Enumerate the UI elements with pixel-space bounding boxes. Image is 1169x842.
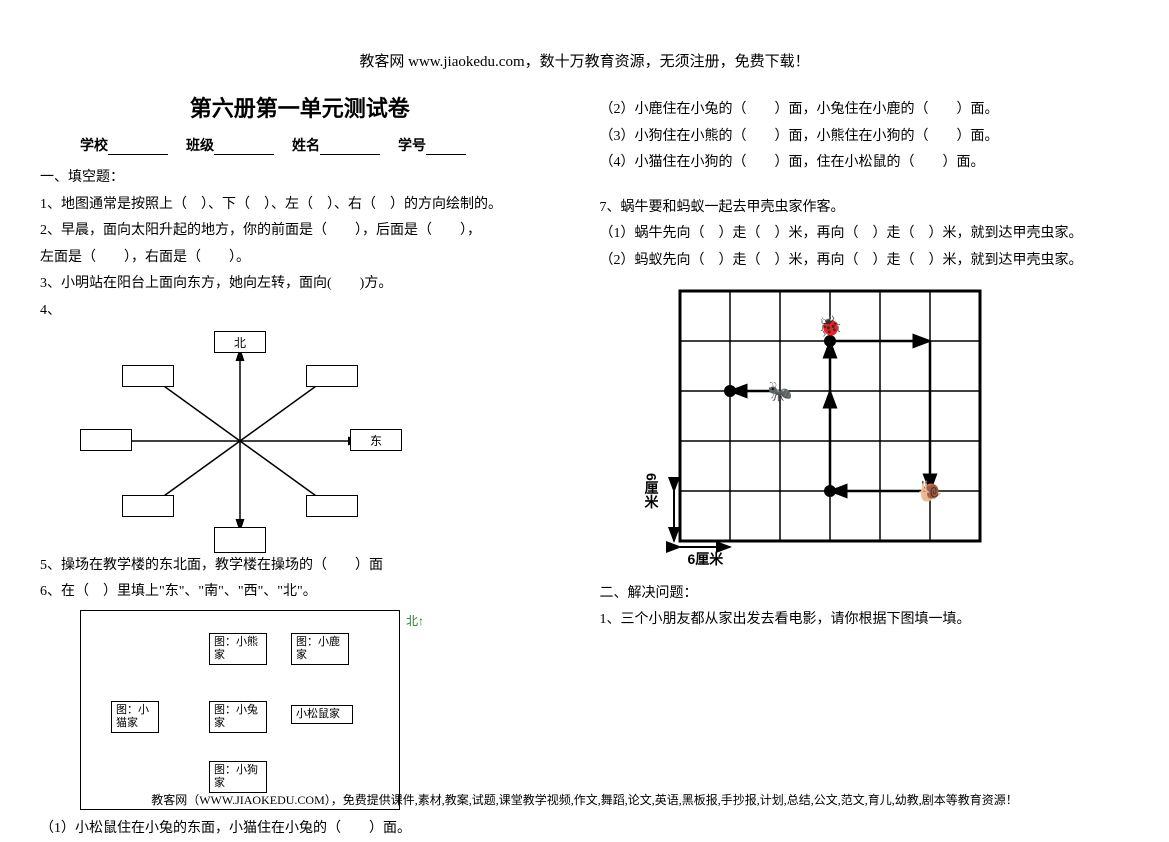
q1: 1、地图通常是按照上（ ）、下（ ）、左（ ）、右（ ）的方向绘制的。 (40, 192, 560, 219)
y-axis-label: 6厘米 (642, 473, 662, 509)
q7: 7、蜗牛要和蚂蚁一起去甲壳虫家作客。 (600, 195, 1130, 222)
q6-4: （4）小猫住在小狗的（ ）面，住在小松鼠的（ ）面。 (600, 150, 1130, 177)
q3: 3、小明站在阳台上面向东方，她向左转，面向( )方。 (40, 271, 560, 298)
blank-class[interactable] (214, 139, 274, 155)
house-squirrel: 小松鼠家 (291, 705, 353, 724)
section-2-heading: 二、解决问题： (600, 581, 1130, 608)
x-axis-label: 6厘米 (688, 549, 724, 569)
section-1-heading: 一、填空题： (40, 165, 560, 192)
svg-text:🐜: 🐜 (767, 381, 792, 403)
q2b: 左面是（ ），右面是（ ）。 (40, 245, 560, 272)
compass-box-ne[interactable] (306, 365, 358, 387)
site-header: 教客网 www.jiaokedu.com，数十万教育资源，无须注册，免费下载！ (40, 50, 1129, 71)
compass-box-e: 东 (350, 429, 402, 451)
right-column: （2）小鹿住在小兔的（ ）面，小兔住在小鹿的（ ）面。 （3）小狗住在小熊的（ … (600, 91, 1130, 842)
grid-svg: 🐞 🐜 🐌 (660, 283, 1000, 573)
blank-name[interactable] (320, 139, 380, 155)
compass-diagram: 北 东 (80, 331, 400, 551)
q4: 4、 (40, 298, 560, 325)
house-cat: 图：小猫家 (111, 701, 159, 733)
svg-text:🐌: 🐌 (917, 480, 942, 503)
label-id: 学号 (398, 139, 426, 154)
house-rabbit: 图：小兔家 (209, 701, 267, 733)
label-school: 学校 (80, 139, 108, 154)
q7-2: （2）蚂蚁先向（ ）走（ ）米，再向（ ）走（ ）米，就到达甲壳虫家。 (600, 248, 1130, 275)
house-bear: 图：小熊家 (209, 633, 267, 665)
left-column: 第六册第一单元测试卷 学校 班级 姓名 学号 一、填空题： 1、地图通常是按照上… (40, 91, 560, 842)
p1: 1、三个小朋友都从家出发去看电影，请你根据下图填一填。 (600, 607, 1130, 634)
q6: 6、在（ ）里填上"东"、"南"、"西"、"北"。 (40, 579, 560, 606)
student-info: 学校 班级 姓名 学号 (40, 135, 560, 155)
compass-box-w[interactable] (80, 429, 132, 451)
label-name: 姓名 (292, 139, 320, 154)
grid-diagram: 🐞🐜🐌 6厘米 6厘米 (660, 283, 1000, 573)
compass-box-se[interactable] (306, 495, 358, 517)
site-footer: 教客网（WWW.JIAOKEDU.COM），免费提供课件,素材,教案,试题,课堂… (0, 791, 1169, 808)
compass-box-nw[interactable] (122, 365, 174, 387)
house-deer: 图：小鹿家 (291, 633, 349, 665)
house-dog: 图：小狗家 (209, 761, 267, 793)
label-class: 班级 (186, 139, 214, 154)
q6-3: （3）小狗住在小熊的（ ）面，小熊住在小狗的（ ）面。 (600, 124, 1130, 151)
q2a: 2、早晨，面向太阳升起的地方，你的前面是（ ），后面是（ ）， (40, 218, 560, 245)
exam-title: 第六册第一单元测试卷 (40, 91, 560, 123)
svg-text:🐞: 🐞 (817, 314, 842, 338)
blank-id[interactable] (426, 139, 466, 155)
q6-1: （1）小松鼠住在小兔的东面，小猫住在小兔的（ ）面。 (40, 816, 560, 842)
house-diagram: 图：小熊家 图：小鹿家 图：小猫家 图：小兔家 小松鼠家 图：小狗家 (80, 610, 400, 810)
q7-1: （1）蜗牛先向（ ）走（ ）米，再向（ ）走（ ）米，就到达甲壳虫家。 (600, 221, 1130, 248)
compass-box-n: 北 (214, 331, 266, 353)
compass-box-s[interactable] (214, 527, 266, 553)
q6-2: （2）小鹿住在小兔的（ ）面，小兔住在小鹿的（ ）面。 (600, 97, 1130, 124)
blank-school[interactable] (108, 139, 168, 155)
q5: 5、操场在教学楼的东北面，教学楼在操场的（ ）面 (40, 553, 560, 580)
north-indicator: 北↑ (406, 612, 424, 629)
compass-box-sw[interactable] (122, 495, 174, 517)
